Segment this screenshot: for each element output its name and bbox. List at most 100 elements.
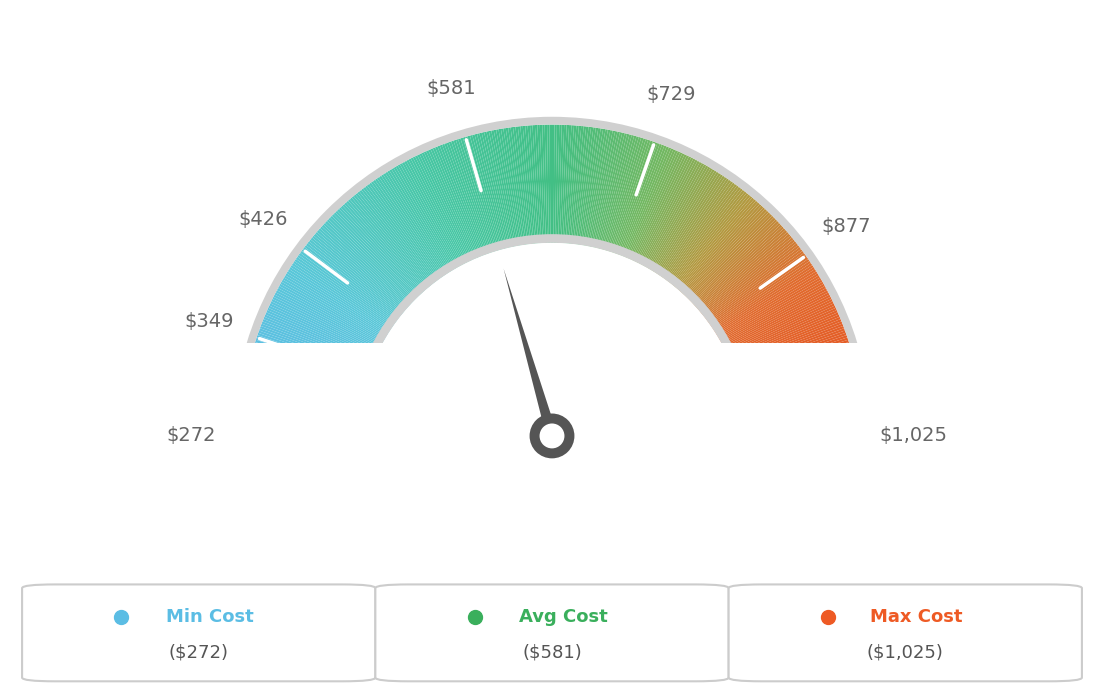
Wedge shape: [251, 354, 365, 386]
Wedge shape: [252, 351, 367, 385]
Wedge shape: [247, 371, 363, 397]
Wedge shape: [284, 275, 386, 337]
Text: $1,025: $1,025: [879, 426, 947, 446]
Wedge shape: [651, 169, 714, 271]
Wedge shape: [314, 234, 405, 312]
Wedge shape: [352, 196, 429, 288]
Wedge shape: [332, 214, 416, 299]
Wedge shape: [660, 179, 729, 277]
Wedge shape: [444, 143, 487, 255]
Wedge shape: [597, 133, 627, 248]
Wedge shape: [431, 148, 478, 258]
Wedge shape: [743, 392, 861, 411]
Wedge shape: [548, 125, 551, 243]
Wedge shape: [415, 155, 468, 263]
Wedge shape: [516, 126, 531, 244]
Circle shape: [530, 413, 574, 458]
Wedge shape: [244, 390, 361, 408]
Wedge shape: [246, 373, 363, 398]
Wedge shape: [254, 342, 368, 380]
Wedge shape: [591, 131, 617, 247]
Wedge shape: [593, 132, 620, 248]
Wedge shape: [408, 159, 465, 265]
Wedge shape: [743, 390, 860, 408]
Wedge shape: [658, 176, 725, 275]
Wedge shape: [615, 141, 655, 254]
Wedge shape: [745, 428, 863, 433]
Wedge shape: [644, 162, 702, 267]
Polygon shape: [503, 268, 558, 437]
Wedge shape: [734, 333, 847, 373]
Wedge shape: [575, 127, 591, 244]
Wedge shape: [297, 255, 395, 325]
Wedge shape: [625, 148, 671, 257]
Wedge shape: [702, 241, 796, 317]
Wedge shape: [342, 204, 423, 293]
Wedge shape: [737, 351, 852, 385]
Wedge shape: [719, 279, 822, 340]
Wedge shape: [428, 149, 477, 259]
Wedge shape: [742, 377, 858, 402]
Wedge shape: [594, 132, 623, 248]
Wedge shape: [350, 234, 754, 436]
Wedge shape: [682, 206, 763, 294]
Wedge shape: [612, 140, 650, 253]
Wedge shape: [465, 136, 500, 250]
Wedge shape: [648, 166, 709, 269]
Wedge shape: [617, 143, 660, 255]
Wedge shape: [677, 197, 754, 289]
Wedge shape: [732, 324, 843, 368]
Wedge shape: [731, 317, 840, 364]
Wedge shape: [673, 195, 751, 287]
Wedge shape: [291, 263, 392, 330]
Wedge shape: [708, 253, 805, 324]
Wedge shape: [563, 125, 572, 244]
Wedge shape: [681, 204, 762, 293]
Wedge shape: [293, 261, 392, 328]
Wedge shape: [585, 129, 608, 246]
Wedge shape: [458, 138, 496, 252]
Wedge shape: [631, 152, 682, 261]
Wedge shape: [413, 157, 467, 264]
Wedge shape: [711, 259, 809, 328]
Wedge shape: [712, 261, 811, 328]
Wedge shape: [333, 213, 417, 298]
Wedge shape: [479, 132, 509, 248]
Wedge shape: [745, 424, 863, 430]
Wedge shape: [692, 223, 781, 305]
Wedge shape: [241, 431, 359, 435]
Wedge shape: [679, 201, 758, 291]
Wedge shape: [740, 363, 856, 393]
Wedge shape: [350, 197, 427, 289]
Wedge shape: [652, 170, 716, 272]
Wedge shape: [265, 313, 375, 361]
Wedge shape: [552, 125, 554, 243]
Wedge shape: [715, 269, 816, 334]
Wedge shape: [257, 333, 370, 373]
Wedge shape: [565, 126, 576, 244]
Wedge shape: [437, 146, 482, 257]
Wedge shape: [276, 290, 381, 347]
Wedge shape: [713, 265, 814, 331]
Wedge shape: [339, 207, 421, 295]
Wedge shape: [567, 126, 578, 244]
Wedge shape: [258, 331, 370, 372]
Wedge shape: [290, 265, 391, 331]
Wedge shape: [280, 282, 384, 342]
Wedge shape: [704, 245, 799, 319]
Wedge shape: [361, 188, 435, 284]
Wedge shape: [348, 199, 426, 290]
Wedge shape: [259, 326, 371, 369]
Wedge shape: [353, 195, 431, 287]
Wedge shape: [553, 125, 556, 243]
Wedge shape: [535, 125, 543, 243]
Wedge shape: [520, 126, 534, 244]
Wedge shape: [741, 371, 857, 397]
Wedge shape: [586, 130, 611, 246]
Wedge shape: [243, 392, 361, 411]
Wedge shape: [710, 257, 808, 326]
Wedge shape: [420, 153, 471, 262]
Wedge shape: [572, 126, 586, 244]
Wedge shape: [560, 125, 566, 243]
Wedge shape: [417, 154, 470, 262]
